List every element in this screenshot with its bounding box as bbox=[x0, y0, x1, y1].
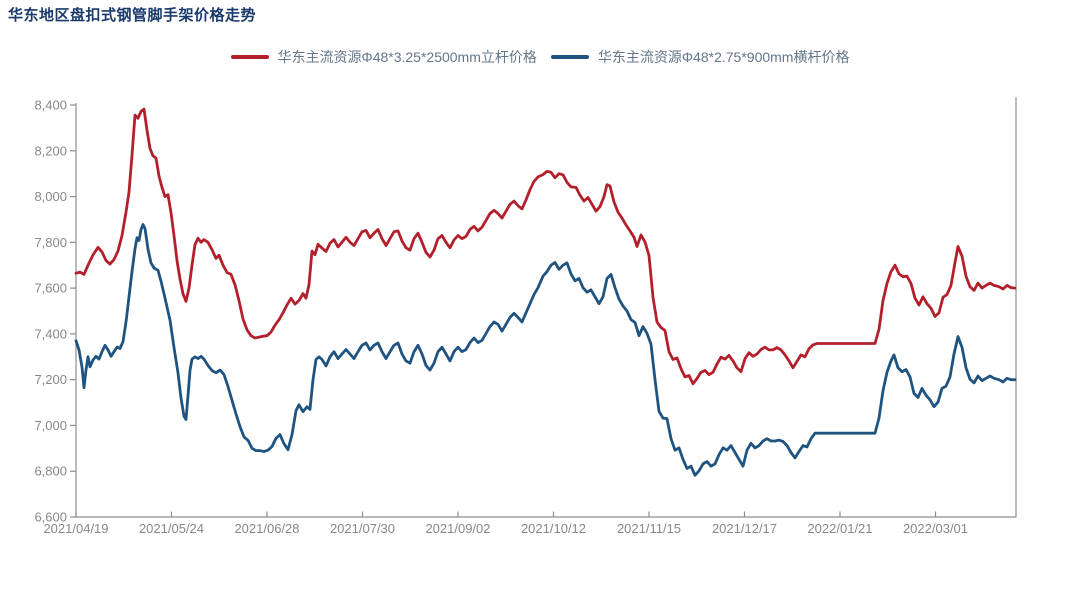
y-axis-tick-label: 6,800 bbox=[34, 464, 67, 479]
x-axis-tick-label: 2021/11/15 bbox=[617, 521, 681, 536]
x-axis-tick-label: 2021/05/24 bbox=[139, 521, 204, 536]
legend-item-horizontal-bar-price: 华东主流资源Φ48*2.75*900mm横杆价格 bbox=[550, 47, 850, 67]
legend-label-horizontal-bar-price: 华东主流资源Φ48*2.75*900mm横杆价格 bbox=[597, 49, 850, 65]
y-axis-tick-label: 7,600 bbox=[34, 281, 67, 296]
x-axis-tick-label: 2021/06/28 bbox=[234, 521, 299, 536]
chart-legend: 华东主流资源Φ48*3.25*2500mm立杆价格 华东主流资源Φ48*2.75… bbox=[0, 47, 1080, 67]
y-axis-tick-label: 7,200 bbox=[34, 372, 67, 387]
y-axis-tick-label: 8,200 bbox=[34, 143, 67, 158]
x-axis-tick-label: 2021/09/02 bbox=[425, 521, 490, 536]
y-axis-tick-label: 6,600 bbox=[34, 510, 67, 525]
x-axis-tick-label: 2022/03/01 bbox=[903, 521, 968, 536]
x-axis-tick-label: 2022/01/21 bbox=[807, 521, 872, 536]
chart-title: 华东地区盘扣式钢管脚手架价格走势 bbox=[8, 7, 257, 24]
legend-label-vertical-pole-price: 华东主流资源Φ48*3.25*2500mm立杆价格 bbox=[277, 49, 537, 65]
x-axis-tick-label: 2021/10/12 bbox=[521, 521, 586, 536]
x-axis-tick-label: 2021/12/17 bbox=[712, 521, 777, 536]
y-axis-tick-label: 7,400 bbox=[34, 326, 67, 341]
legend-item-vertical-pole-price: 华东主流资源Φ48*3.25*2500mm立杆价格 bbox=[230, 47, 537, 67]
y-axis-tick-label: 8,000 bbox=[34, 189, 67, 204]
y-axis-tick-label: 7,000 bbox=[34, 418, 67, 433]
x-axis-tick-label: 2021/04/19 bbox=[43, 521, 108, 536]
y-axis-tick-label: 7,800 bbox=[34, 235, 67, 250]
series-line-1 bbox=[74, 223, 1017, 477]
series-line-0 bbox=[74, 107, 1017, 386]
legend-line-swatch-blue bbox=[550, 55, 589, 59]
y-axis-tick-label: 8,400 bbox=[34, 98, 67, 113]
x-axis-tick-label: 2021/07/30 bbox=[330, 521, 395, 536]
legend-line-swatch-red bbox=[230, 55, 269, 59]
